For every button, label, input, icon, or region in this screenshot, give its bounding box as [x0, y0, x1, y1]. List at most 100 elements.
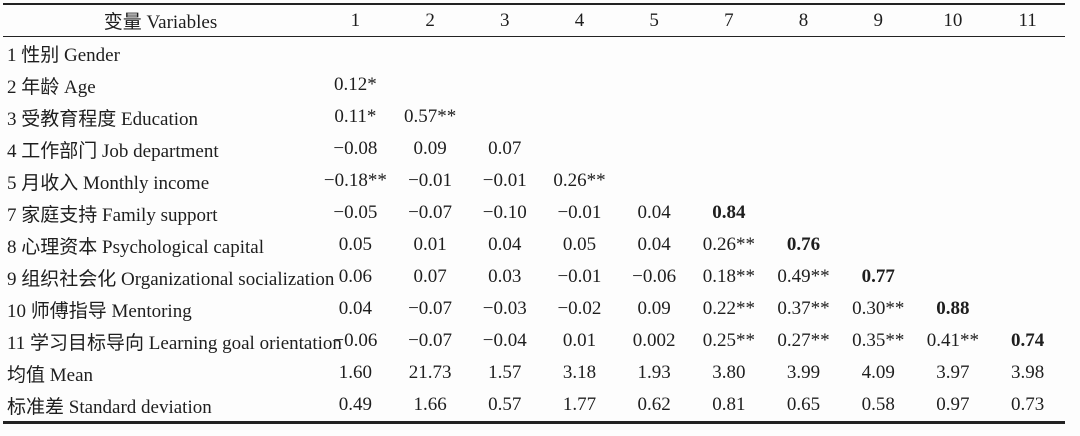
row-label: 5 月收入 Monthly income: [7, 172, 210, 194]
cell-empty: [617, 69, 692, 101]
cell-value: 0.002: [632, 330, 676, 351]
cell-value: 0.76: [786, 234, 821, 255]
header-col-9: 9: [840, 4, 916, 37]
cell-empty: [990, 37, 1065, 70]
cell-value: 0.37**: [777, 298, 830, 319]
cell-value: 0.04: [637, 234, 671, 255]
table-row: 7 家庭支持 Family support −0.05 −0.07 −0.10 −0.0…: [3, 197, 1065, 229]
header-col-2: 2: [392, 4, 468, 37]
cell-value: 0.65: [786, 394, 821, 415]
cell-value: 0.07: [413, 266, 447, 287]
cell-empty: [916, 69, 991, 101]
cell-empty: [542, 69, 617, 101]
cell-value: −0.02: [557, 298, 602, 319]
header-row: 变量 Variables 1 2 3 4 5 7 8 9 10 11: [3, 4, 1065, 37]
cell-empty: [766, 133, 841, 165]
cell-value: 0.22**: [702, 298, 755, 319]
cell-value: −0.04: [482, 330, 527, 351]
cell-value: 0.11*: [334, 106, 377, 127]
cell-value: 0.07: [488, 138, 522, 159]
table-row: 5 月收入 Monthly income −0.18** −0.01 −0.01 0.2…: [3, 165, 1065, 197]
correlation-table: 变量 Variables 1 2 3 4 5 7 8 9 10 11 1 性别 …: [3, 3, 1065, 424]
cell-value: −0.18**: [323, 170, 387, 191]
cell-empty: [542, 133, 617, 165]
cell-empty: [990, 197, 1065, 229]
cell-value: 3.98: [1010, 362, 1045, 383]
cell-empty: [990, 69, 1065, 101]
header-col-3: 3: [467, 4, 543, 37]
header-col-10: 10: [915, 4, 991, 37]
table-row: 4 工作部门 Job department −0.08 0.09 0.07: [3, 133, 1065, 165]
cell-value: −0.01: [557, 202, 602, 223]
cell-value: 0.05: [562, 234, 597, 255]
cell-value: 0.97: [936, 394, 970, 415]
header-col-7: 7: [691, 4, 767, 37]
cell-value: −0.01: [408, 170, 453, 191]
cell-value: 1.66: [413, 394, 447, 415]
cell-value: 0.41**: [926, 330, 979, 351]
cell-value: 0.35**: [852, 330, 905, 351]
cell-value: 0.26**: [553, 170, 606, 191]
cell-value: 0.25**: [702, 330, 755, 351]
cell-empty: [393, 37, 468, 70]
cell-empty: [990, 165, 1065, 197]
header-variables: 变量 Variables: [3, 4, 319, 37]
cell-value: −0.05: [333, 202, 378, 223]
cell-value: −0.01: [482, 170, 527, 191]
cell-value: 0.77: [861, 266, 895, 287]
cell-empty: [766, 165, 841, 197]
cell-value: 0.09: [637, 298, 671, 319]
cell-empty: [766, 37, 841, 70]
row-label: 标准差 Standard deviation: [7, 396, 212, 418]
cell-value: 0.09: [413, 138, 447, 159]
row-label: 10 师傅指导 Mentoring: [7, 300, 192, 322]
row-label: 8 心理资本 Psychological capital: [7, 236, 264, 258]
table-row: 8 心理资本 Psychological capital 0.05 0.01 0.04…: [3, 229, 1065, 261]
row-label: 7 家庭支持 Family support: [7, 204, 218, 226]
row-label: 3 受教育程度 Education: [7, 108, 199, 130]
table-row: 9 组织社会化 Organizational socialization 0.06…: [3, 261, 1065, 293]
cell-empty: [766, 101, 841, 133]
cell-empty: [766, 69, 841, 101]
cell-empty: [691, 69, 766, 101]
cell-value: −0.07: [408, 298, 453, 319]
cell-value: 0.04: [338, 298, 372, 319]
cell-value: 1.93: [637, 362, 671, 383]
cell-value: 0.27**: [777, 330, 830, 351]
cell-value: 0.49**: [777, 266, 830, 287]
cell-value: 4.09: [861, 362, 895, 383]
cell-value: 3.80: [712, 362, 746, 383]
cell-empty: [691, 133, 766, 165]
cell-value: 0.30**: [852, 298, 905, 319]
cell-value: 0.12*: [334, 74, 377, 95]
cell-value: 0.62: [637, 394, 671, 415]
cell-value: −0.07: [408, 202, 453, 223]
header-col-11: 11: [990, 4, 1065, 37]
cell-empty: [841, 229, 916, 261]
cell-empty: [393, 69, 468, 101]
cell-empty: [990, 293, 1065, 325]
table-row: 1 性别 Gender: [3, 37, 1065, 70]
cell-value: 0.18**: [702, 266, 755, 287]
cell-value: 0.04: [637, 202, 671, 223]
cell-empty: [916, 165, 991, 197]
cell-empty: [916, 101, 991, 133]
cell-empty: [841, 133, 916, 165]
row-label: 2 年龄 Age: [7, 76, 96, 98]
cell-empty: [916, 133, 991, 165]
cell-value: 3.99: [786, 362, 821, 383]
cell-empty: [766, 197, 841, 229]
row-label: 11 学习目标导向 Learning goal orientation: [7, 332, 342, 354]
row-label: 均值 Mean: [7, 364, 94, 386]
cell-value: 0.03: [488, 266, 522, 287]
cell-value: 0.88: [936, 298, 970, 319]
table-row: 3 受教育程度 Education 0.11* 0.57**: [3, 101, 1065, 133]
cell-value: 0.26**: [702, 234, 755, 255]
cell-value: 0.06: [338, 266, 372, 287]
table-row: 2 年龄 Age 0.12*: [3, 69, 1065, 101]
cell-value: 21.73: [408, 362, 452, 383]
cell-empty: [990, 101, 1065, 133]
cell-empty: [617, 165, 692, 197]
row-label: 4 工作部门 Job department: [7, 140, 219, 162]
